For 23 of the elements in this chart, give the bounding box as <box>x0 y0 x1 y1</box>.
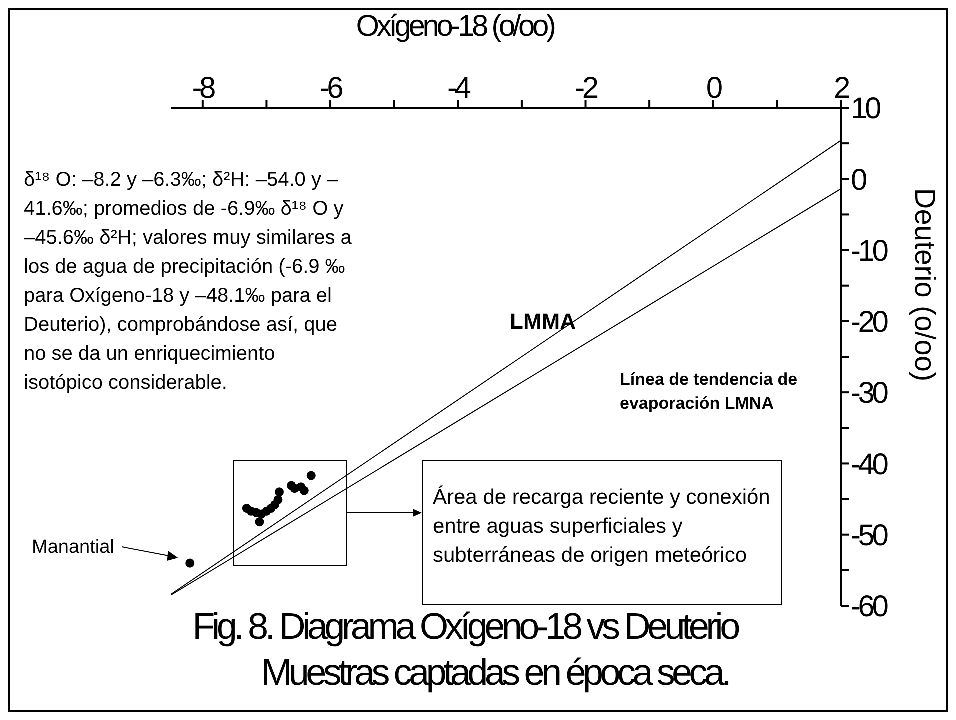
y-tick-label: 10 <box>851 92 881 126</box>
text: Muestras captadas en época seca. <box>260 652 730 694</box>
text: Línea de tendencia de evaporación LMNA <box>620 369 799 415</box>
y-tick-label: -30 <box>851 377 888 410</box>
text: Fig. 8. Diagrama Oxígeno-18 vs Deuterio <box>192 606 739 648</box>
y-tick-label: -10 <box>851 234 888 268</box>
x-tick-label: -8 <box>192 72 216 105</box>
annotation: δ¹⁸ O: –8.2 y –6.3‰; δ²H: –54.0 y –41.6‰; promedios de -6.9‰ δ¹⁸ O y –45.6‰ δ²H; valores muy similares a los de agua de precipitación (-6.9 ‰ para Oxígeno-18 y –48.1‰ para el Deuterio), comprobándose así, que no se da un enriquecimiento isotópico considerable. <box>24 168 353 396</box>
y-tick-label: -20 <box>851 306 888 340</box>
text: Manantial <box>32 536 114 559</box>
y-tick-label: 0 <box>851 164 867 197</box>
x-tick-label: 0 <box>706 72 722 105</box>
x-axis-title: Oxígeno-18 (o/oo) <box>355 10 556 44</box>
text-box: Área de recarga reciente y conexión entre aguas superficiales y subterráneas de origen meteórico <box>422 460 782 605</box>
series-label: LMMA <box>510 309 577 334</box>
y-axis-title: Deuterio (o/oo) <box>908 188 940 382</box>
y-tick-label: -40 <box>851 448 888 482</box>
x-tick-label: -4 <box>448 72 471 105</box>
x-tick-label: 2 <box>834 72 850 105</box>
x-tick-label: -2 <box>575 72 598 105</box>
x-tick-label: -6 <box>320 72 344 105</box>
y-tick-label: -60 <box>851 590 888 624</box>
y-tick-label: -50 <box>851 520 888 553</box>
